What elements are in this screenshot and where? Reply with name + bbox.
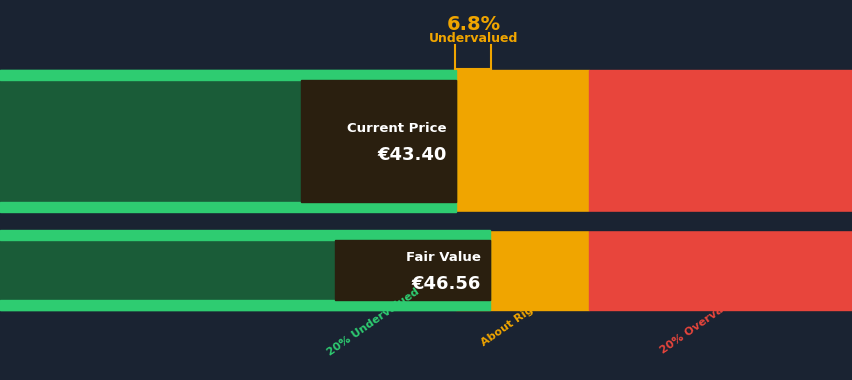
Text: €46.56: €46.56 <box>411 275 480 293</box>
Bar <box>0 230 490 240</box>
Bar <box>0 212 852 230</box>
Text: Fair Value: Fair Value <box>405 251 480 264</box>
Bar <box>0 202 456 212</box>
Text: Undervalued: Undervalued <box>429 32 517 45</box>
Text: €43.40: €43.40 <box>377 146 446 164</box>
Bar <box>0 80 456 202</box>
Bar <box>0 300 490 310</box>
Text: About Right: About Right <box>479 297 545 348</box>
Bar <box>0 240 490 300</box>
Bar <box>588 70 852 310</box>
Bar <box>301 80 456 202</box>
Bar <box>0 70 456 310</box>
Text: 6.8%: 6.8% <box>446 15 500 34</box>
Bar <box>0 70 456 80</box>
Bar <box>456 70 588 310</box>
Text: 20% Overvalued: 20% Overvalued <box>658 289 746 355</box>
Bar <box>335 240 490 300</box>
Text: 20% Undervalued: 20% Undervalued <box>325 287 420 358</box>
Text: Current Price: Current Price <box>347 122 446 135</box>
